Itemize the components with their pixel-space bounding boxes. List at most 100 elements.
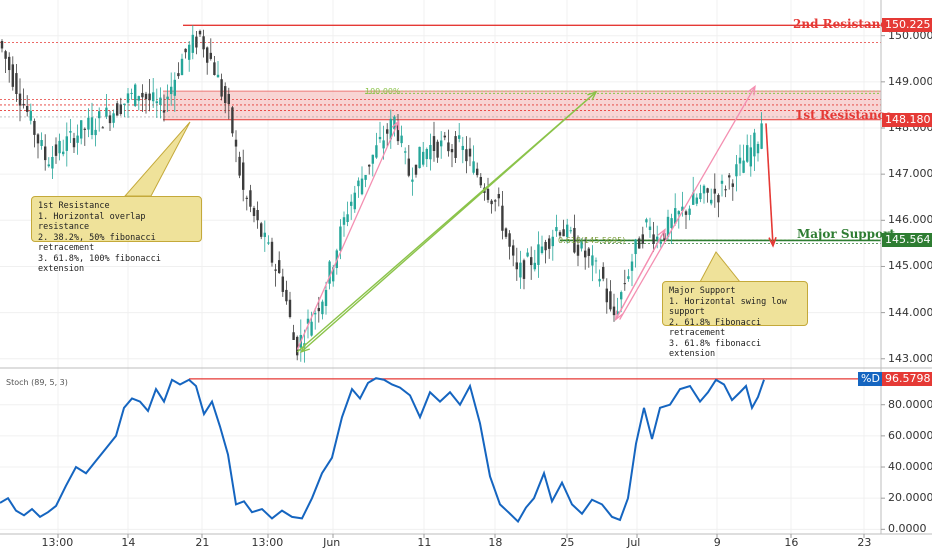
second-resistance-price-tag: 150.225 <box>882 18 932 33</box>
candle-body <box>371 154 374 164</box>
fib-618-label: 0.618(145.5695) <box>558 236 626 246</box>
candle-body <box>526 252 529 257</box>
candle-body <box>616 311 619 314</box>
candle-body <box>317 307 320 312</box>
candle-body <box>108 115 112 124</box>
price-tick-label: 144.000 <box>888 305 932 319</box>
stoch-tick-label: 80.0000 <box>888 397 932 411</box>
candle-body <box>76 135 79 143</box>
candle-body <box>677 211 680 215</box>
candle-body <box>148 93 151 101</box>
candle-body <box>450 149 454 153</box>
candle-body <box>623 283 626 285</box>
candle-body <box>702 185 706 194</box>
time-tick-label: 25 <box>560 536 575 549</box>
candle-body <box>40 140 43 146</box>
major-support-price-tag: 145.564 <box>882 233 932 248</box>
candle-body <box>4 51 7 59</box>
candle-body <box>206 47 209 63</box>
candle-body <box>580 241 583 249</box>
candle-body <box>137 96 140 101</box>
candle-body <box>87 117 90 130</box>
candle-body <box>224 86 227 104</box>
candle-body <box>569 230 572 232</box>
candle-body <box>620 292 623 300</box>
candle-body <box>170 86 173 95</box>
candle-body <box>314 313 317 315</box>
candle-body <box>288 299 292 318</box>
candle-body <box>746 145 749 162</box>
annotation-line: 3. 61.8%, 100% fibonacci extension <box>38 253 161 275</box>
candle-body <box>213 62 216 76</box>
candle-body <box>332 267 335 282</box>
time-tick-label: 18 <box>488 536 503 549</box>
candle-body <box>159 97 162 105</box>
swing-arrow <box>614 229 666 322</box>
candle-body <box>324 289 328 306</box>
candle-body <box>375 145 378 158</box>
candle-body <box>670 218 673 229</box>
candle-body <box>699 193 702 200</box>
candle-body <box>404 151 407 153</box>
candle-body <box>436 141 439 158</box>
candle-body <box>497 193 500 199</box>
first-resistance-label: 1st Resistance <box>795 107 893 122</box>
candle-body <box>760 123 763 149</box>
candle-body <box>152 92 155 102</box>
candle-body <box>162 110 166 113</box>
second-resistance-label: 2nd Resistance <box>793 17 896 32</box>
candle-body <box>645 219 648 223</box>
candle-body <box>256 210 259 221</box>
candle-body <box>69 131 72 133</box>
candle-body <box>177 73 180 77</box>
candle-body <box>695 197 698 204</box>
candle-body <box>252 207 256 216</box>
candle-body <box>720 180 724 184</box>
time-tick-label: 14 <box>121 536 136 549</box>
candle-body <box>486 188 490 200</box>
candle-body <box>407 158 410 176</box>
candle-body <box>713 188 716 194</box>
stoch-d-line <box>0 377 765 524</box>
candle-body <box>422 151 425 165</box>
candle-body <box>144 93 148 100</box>
candle-body <box>8 56 11 71</box>
swing-arrow-head <box>747 85 756 96</box>
candle-body <box>292 332 295 340</box>
candle-body <box>105 107 108 117</box>
candle-body <box>346 214 349 223</box>
candle-body <box>263 232 266 237</box>
candle-body <box>386 129 389 134</box>
candle-body <box>476 168 479 176</box>
candle-body <box>612 306 616 316</box>
candle-body <box>134 84 137 106</box>
candle-body <box>62 151 65 155</box>
swing-arrow-shaft <box>615 229 666 320</box>
candle-body <box>29 110 32 121</box>
time-tick-label: 16 <box>784 536 799 549</box>
candle-body <box>123 103 126 105</box>
candle-body <box>245 197 248 199</box>
candle-body <box>652 234 655 244</box>
candle-body <box>198 30 202 35</box>
candle-body <box>357 180 360 187</box>
candle-body <box>472 161 475 173</box>
price-tick-label: 143.000 <box>888 351 932 365</box>
time-tick-label: 9 <box>713 536 721 549</box>
candle-body <box>512 245 515 256</box>
candle-body <box>684 211 688 215</box>
fib-extension-arrow <box>299 91 597 354</box>
candle-body <box>576 244 580 256</box>
candle-body <box>209 52 212 59</box>
candle-body <box>130 92 133 94</box>
forecast-arrow-head <box>768 236 777 248</box>
fib-extension-arrow-shaft <box>300 91 597 353</box>
annotation-title: Major Support <box>669 286 736 296</box>
candle-body <box>231 107 234 134</box>
major-support-label: Major Support <box>797 227 895 242</box>
candle-body <box>15 73 18 95</box>
candle-body <box>274 269 277 271</box>
candle-body <box>126 93 130 103</box>
candle-body <box>368 164 371 167</box>
candle-body <box>522 260 526 279</box>
